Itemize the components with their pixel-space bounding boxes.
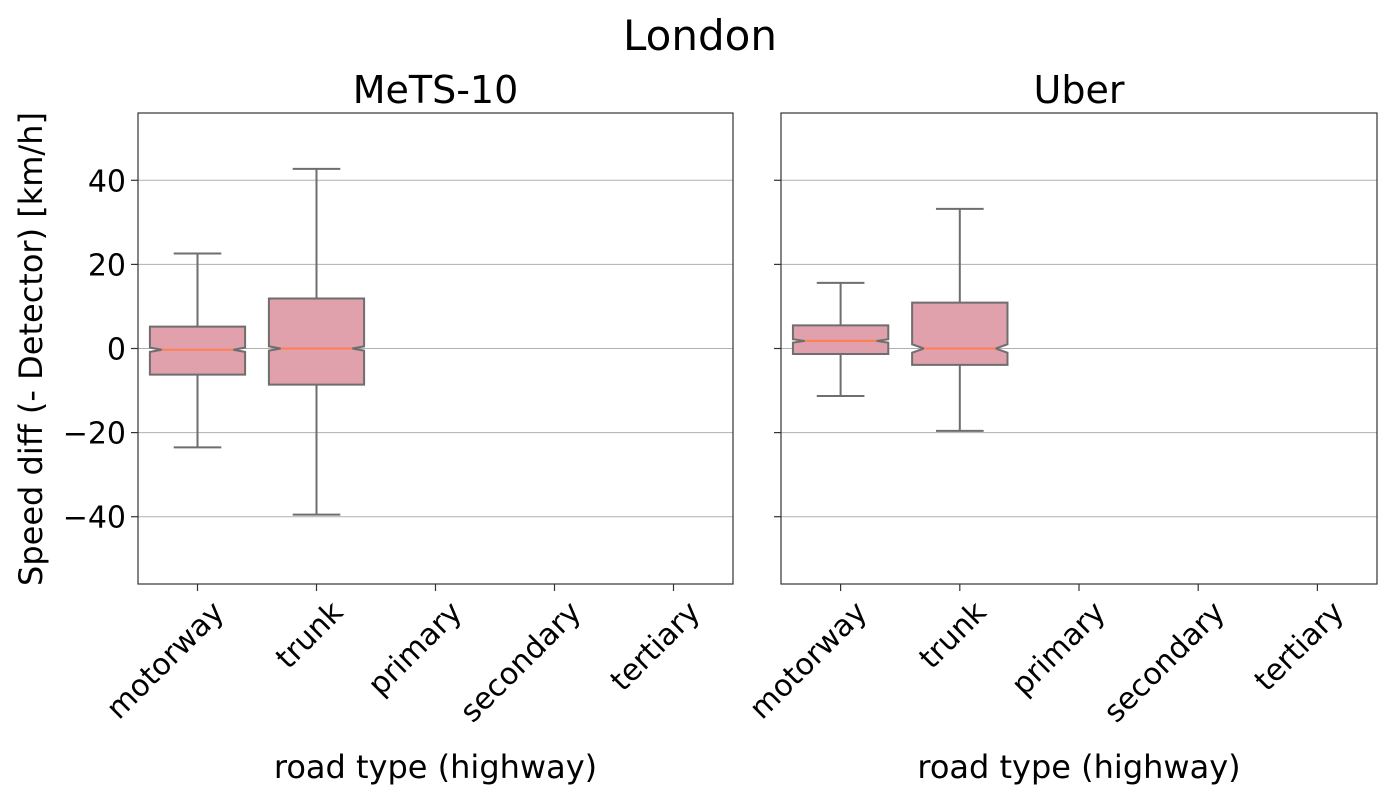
x-axis-label: road type (highway) (917, 748, 1240, 786)
x-tick-label: tertiary (604, 595, 707, 698)
box-body (911, 301, 1009, 366)
y-tick-label: 40 (88, 164, 126, 199)
box-motorway (148, 252, 247, 449)
panel-title: Uber (1034, 68, 1125, 112)
x-tick-label: secondary (1097, 595, 1232, 730)
y-tick-label: −20 (63, 417, 126, 452)
x-tick-label: primary (1005, 595, 1113, 703)
x-tick-label: trunk (912, 594, 993, 675)
panel-0: −40 −20 0 20 40 motorway trunk primarysecondary… (63, 68, 734, 786)
box-trunk (267, 167, 366, 516)
box-body (267, 297, 366, 386)
x-tick-label: motorway (100, 595, 231, 726)
y-axis-label: Speed diff (- Detector) [km/h] (12, 112, 50, 586)
box-trunk (911, 207, 1009, 432)
x-tick-label: secondary (453, 595, 588, 730)
x-tick-label: primary (361, 595, 469, 703)
chart-title: London (623, 11, 777, 60)
panel-title: MeTS-10 (353, 68, 519, 112)
y-tick-label: 20 (88, 248, 126, 283)
x-tick-label: tertiary (1248, 595, 1351, 698)
y-tick-label: 0 (107, 333, 126, 368)
x-axis-label: road type (highway) (274, 748, 597, 786)
box-motorway (791, 281, 890, 398)
x-tick-label: trunk (269, 594, 350, 675)
box-body (791, 324, 890, 355)
x-tick-label: motorway (743, 595, 874, 726)
y-tick-label: −40 (63, 501, 126, 536)
